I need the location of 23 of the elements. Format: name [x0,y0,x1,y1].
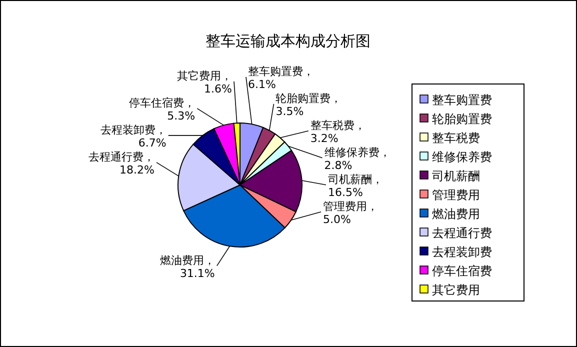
data-label: 整车购置费，6.1% [248,64,314,91]
data-label: 燃油费用，31.1% [160,254,215,280]
legend-label: 维修保养费 [432,150,492,164]
chart-title: 整车运输成本构成分析图 [206,32,370,50]
legend-label: 燃油费用 [432,207,480,221]
data-label: 司机薪酬，16.5% [328,172,383,199]
data-label: 停车住宿费，5.3% [129,96,196,122]
data-label: 去程通行费，18.2% [88,150,154,176]
data-label: 维修保养费，2.8% [324,146,390,172]
legend-label: 轮胎购置费 [432,112,492,126]
legend-label: 去程装卸费 [432,245,492,259]
legend-label: 管理费用 [432,188,480,202]
legend-label: 整车购置费 [432,93,492,107]
legend-label: 去程通行费 [432,226,492,240]
data-label: 管理费用，5.0% [323,200,378,226]
data-label: 轮胎购置费，3.5% [276,92,342,118]
legend-label: 整车税费 [432,131,480,145]
legend-label: 其它费用 [432,283,480,297]
data-label: 去程装卸费，6.7% [100,123,166,150]
legend-label: 司机薪酬 [432,169,480,183]
data-label: 整车税费，3.2% [310,118,366,145]
legend-label: 停车住宿费 [432,264,492,278]
data-label: 其它费用，1.6% [177,69,232,96]
